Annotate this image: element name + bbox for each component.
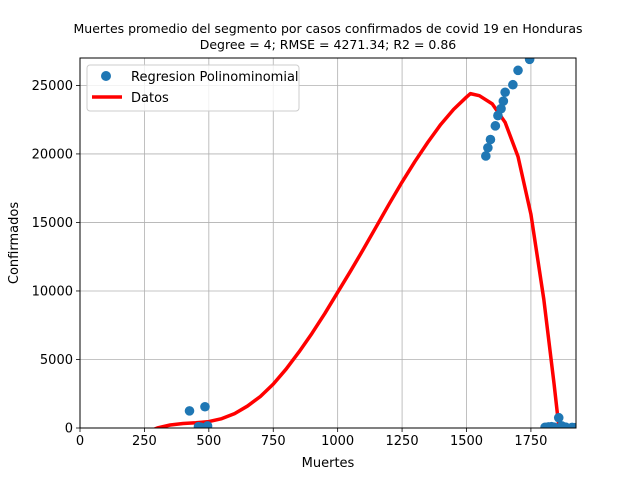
y-tick-label: 25000 [32, 79, 73, 94]
y-tick-label: 0 [65, 422, 73, 437]
y-tick-label: 20000 [32, 147, 73, 162]
plot-series [152, 58, 576, 428]
x-tick-label: 250 [132, 434, 157, 449]
scatter-point [483, 142, 493, 153]
scatter-point [184, 406, 195, 416]
y-tick-label: 5000 [40, 353, 73, 368]
legend-scatter-marker [101, 71, 111, 81]
scatter-point [498, 96, 509, 106]
grid-lines [79, 58, 576, 429]
x-tick-label: 1000 [321, 434, 354, 449]
y-axis-label: Confirmados [7, 202, 22, 284]
axis-ticks: 0 250 500 750 1000 1250 1500 1750 0 5000 10000 1500… [32, 79, 548, 449]
scatter-point [202, 421, 213, 428]
scatter-point [553, 412, 564, 423]
x-tick-label: 750 [261, 434, 286, 449]
plot-frame [79, 57, 577, 429]
scatter-point [569, 422, 576, 428]
x-tick-label: 0 [76, 434, 84, 449]
legend-box [86, 64, 300, 112]
legend: Regresion Polinominomial Datos [86, 64, 300, 112]
scatter-point [500, 87, 510, 98]
x-axis-label: Muertes [302, 456, 355, 471]
scatter-point [490, 121, 501, 131]
x-tick-label: 1250 [386, 434, 419, 449]
chart-title: Muertes promedio del segmento por casos … [74, 21, 583, 36]
x-tick-label: 1500 [450, 434, 483, 449]
y-tick-label: 15000 [32, 216, 73, 231]
legend-label-scatter: Regresion Polinominomial [131, 70, 299, 85]
scatter-point [549, 422, 559, 428]
scatter-point [524, 58, 535, 65]
scatter-point [200, 401, 210, 412]
scatter-point [485, 134, 496, 145]
x-tick-label: 500 [196, 434, 221, 449]
chart-subtitle: Degree = 4; RMSE = 4271.34; R2 = 0.86 [200, 37, 457, 52]
scatter-point [513, 65, 523, 76]
scatter-point [508, 79, 518, 90]
scatter-point [496, 103, 506, 114]
scatter-point [481, 151, 491, 161]
y-tick-label: 10000 [32, 284, 73, 299]
legend-label-line: Datos [131, 91, 169, 106]
x-tick-label: 1750 [514, 434, 547, 449]
